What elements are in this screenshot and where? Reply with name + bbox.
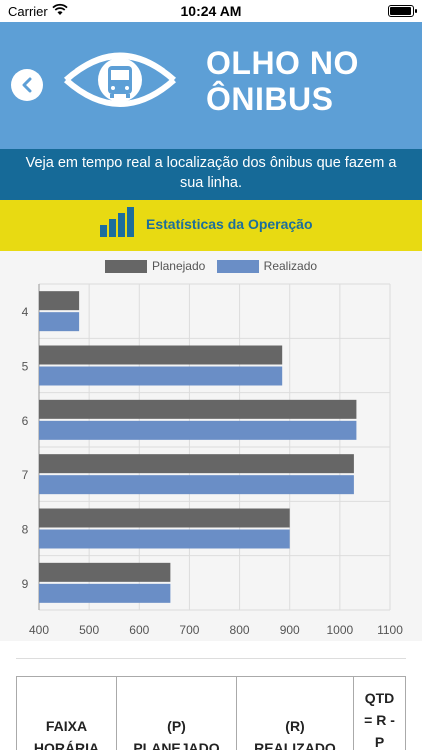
x-tick-label: 500 bbox=[79, 623, 99, 637]
col-header-realizado-line1: (R) bbox=[285, 718, 305, 734]
col-header-faixa-line1: FAIXA bbox=[45, 718, 88, 734]
wifi-icon bbox=[52, 3, 68, 15]
col-header-faixa: FAIXA HORÁRIA bbox=[17, 677, 117, 750]
col-header-qtd-line2: = R - bbox=[364, 712, 395, 728]
x-tick-label: 1000 bbox=[327, 623, 354, 637]
bar-chart-icon bbox=[100, 207, 134, 237]
col-header-planejado: (P) PLANEJADO bbox=[117, 677, 237, 750]
subtitle-line-2: sua linha. bbox=[179, 175, 243, 191]
carrier-label: Carrier bbox=[8, 4, 48, 19]
col-header-faixa-line2: HORÁRIA bbox=[33, 740, 100, 750]
subtitle-line-1: Veja em tempo real a localização dos ôni… bbox=[25, 155, 397, 171]
legend-item-planejado: Planejado bbox=[104, 259, 206, 273]
x-tick-label: 800 bbox=[230, 623, 250, 637]
x-tick-label: 1100 bbox=[377, 623, 403, 637]
col-header-realizado: (R) REALIZADO bbox=[237, 677, 354, 750]
chevron-left-icon bbox=[22, 77, 32, 93]
subtitle-band: Veja em tempo real a localização dos ôni… bbox=[0, 149, 422, 200]
col-header-planejado-line1: (P) bbox=[167, 718, 186, 734]
bar-planejado-6 bbox=[39, 399, 357, 419]
stats-table-header: FAIXA HORÁRIA (P) PLANEJADO (R) REALIZAD… bbox=[16, 676, 406, 750]
stats-title: Estatísticas da Operação bbox=[146, 216, 313, 232]
legend-swatch-planejado bbox=[104, 259, 147, 273]
x-tick-label: 700 bbox=[179, 623, 199, 637]
bar-realizado-7 bbox=[39, 475, 354, 495]
battery-icon bbox=[388, 5, 417, 17]
bar-planejado-5 bbox=[39, 345, 283, 365]
bar-realizado-9 bbox=[39, 583, 171, 603]
legend-swatch-realizado bbox=[216, 259, 259, 273]
chart-legend: Planejado Realizado bbox=[0, 259, 422, 276]
brand-line-2: ÔNIBUS bbox=[206, 81, 334, 117]
status-bar: Carrier 10:24 AM bbox=[0, 0, 422, 22]
y-tick-label: 4 bbox=[22, 305, 29, 319]
bar-realizado-4 bbox=[39, 312, 80, 332]
legend-label-realizado: Realizado bbox=[263, 259, 318, 273]
brand-line-1: OLHO NO bbox=[206, 45, 359, 81]
col-header-qtd: QTD = R - P bbox=[354, 677, 405, 750]
bar-realizado-6 bbox=[39, 420, 357, 440]
eye-bus-logo-icon bbox=[64, 52, 176, 107]
legend-item-realizado: Realizado bbox=[216, 259, 318, 273]
bar-planejado-8 bbox=[39, 508, 290, 528]
col-header-planejado-line2: PLANEJADO bbox=[133, 740, 220, 750]
divider bbox=[16, 658, 406, 659]
bar-realizado-8 bbox=[39, 529, 290, 549]
bar-realizado-5 bbox=[39, 366, 283, 386]
operation-chart: Planejado Realizado 400 500 600 700 800 900 10… bbox=[0, 251, 422, 641]
brand-title: OLHO NO ÔNIBUS bbox=[206, 45, 359, 117]
clock: 10:24 AM bbox=[180, 3, 242, 19]
bar-chart: 400 500 600 700 800 900 1000 1100 4 5 6 7 8 9 bbox=[22, 283, 403, 637]
legend-label-planejado: Planejado bbox=[151, 259, 206, 273]
y-tick-label: 7 bbox=[22, 468, 29, 482]
bar-planejado-7 bbox=[39, 454, 354, 474]
stats-bar: Estatísticas da Operação bbox=[0, 200, 422, 251]
y-tick-label: 6 bbox=[22, 414, 29, 428]
bar-planejado-9 bbox=[39, 562, 171, 582]
y-tick-label: 5 bbox=[22, 360, 29, 374]
x-tick-label: 600 bbox=[129, 623, 149, 637]
x-tick-label: 400 bbox=[29, 623, 49, 637]
y-tick-label: 9 bbox=[22, 577, 29, 591]
col-header-realizado-line2: REALIZADO bbox=[254, 740, 336, 750]
y-tick-label: 8 bbox=[22, 523, 29, 537]
back-button[interactable] bbox=[11, 69, 43, 101]
x-tick-label: 900 bbox=[280, 623, 300, 637]
bar-planejado-4 bbox=[39, 291, 80, 311]
col-header-qtd-line1: QTD bbox=[364, 690, 395, 706]
col-header-qtd-line3: P bbox=[374, 734, 385, 750]
app-header: OLHO NO ÔNIBUS bbox=[0, 22, 422, 149]
